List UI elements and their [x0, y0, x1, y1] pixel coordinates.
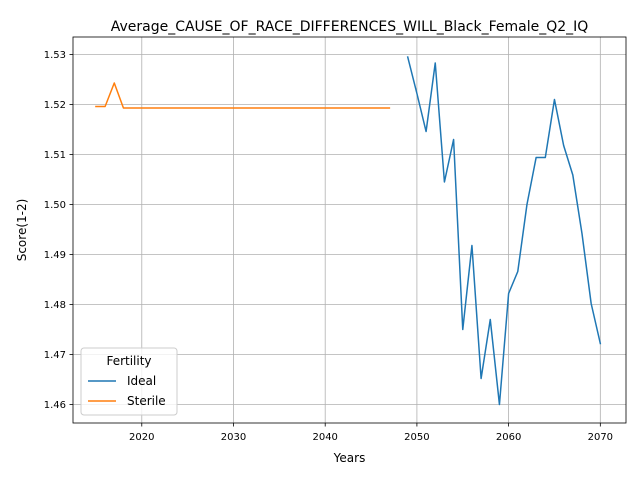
legend-label-ideal: Ideal	[127, 374, 156, 388]
grid	[73, 37, 626, 423]
x-tick-label: 2070	[588, 432, 613, 443]
x-tick-label: 2030	[221, 432, 246, 443]
x-tick-label: 2060	[496, 432, 521, 443]
y-tick-label: 1.49	[44, 250, 66, 261]
y-tick-label: 1.46	[44, 400, 66, 411]
plot-frame	[72, 36, 627, 424]
y-axis: 1.46 1.47 1.48 1.49 1.50 1.51 1.52 1.53	[44, 50, 73, 411]
y-tick-label: 1.48	[44, 300, 66, 311]
legend-box	[80, 347, 178, 416]
x-axis: 2020 2030 2040 2050 2060 2070	[129, 423, 613, 443]
series-line-ideal	[406, 56, 602, 406]
y-tick-label: 1.51	[44, 150, 66, 161]
x-tick-label: 2040	[312, 432, 337, 443]
x-tick-label: 2050	[404, 432, 429, 443]
x-axis-label: Years	[333, 451, 366, 465]
series-layer	[95, 56, 602, 406]
y-axis-label: Score(1-2)	[15, 199, 29, 262]
chart-title: Average_CAUSE_OF_RACE_DIFFERENCES_WILL_B…	[111, 19, 589, 35]
legend-label-sterile: Sterile	[127, 394, 166, 408]
y-tick-label: 1.47	[44, 350, 66, 361]
series-line-sterile	[95, 82, 391, 109]
legend: Fertility Ideal Sterile	[80, 347, 178, 416]
y-tick-label: 1.50	[44, 200, 66, 211]
x-tick-label: 2020	[129, 432, 154, 443]
y-tick-label: 1.52	[44, 100, 66, 111]
legend-title: Fertility	[106, 354, 151, 368]
y-tick-label: 1.53	[44, 50, 66, 61]
